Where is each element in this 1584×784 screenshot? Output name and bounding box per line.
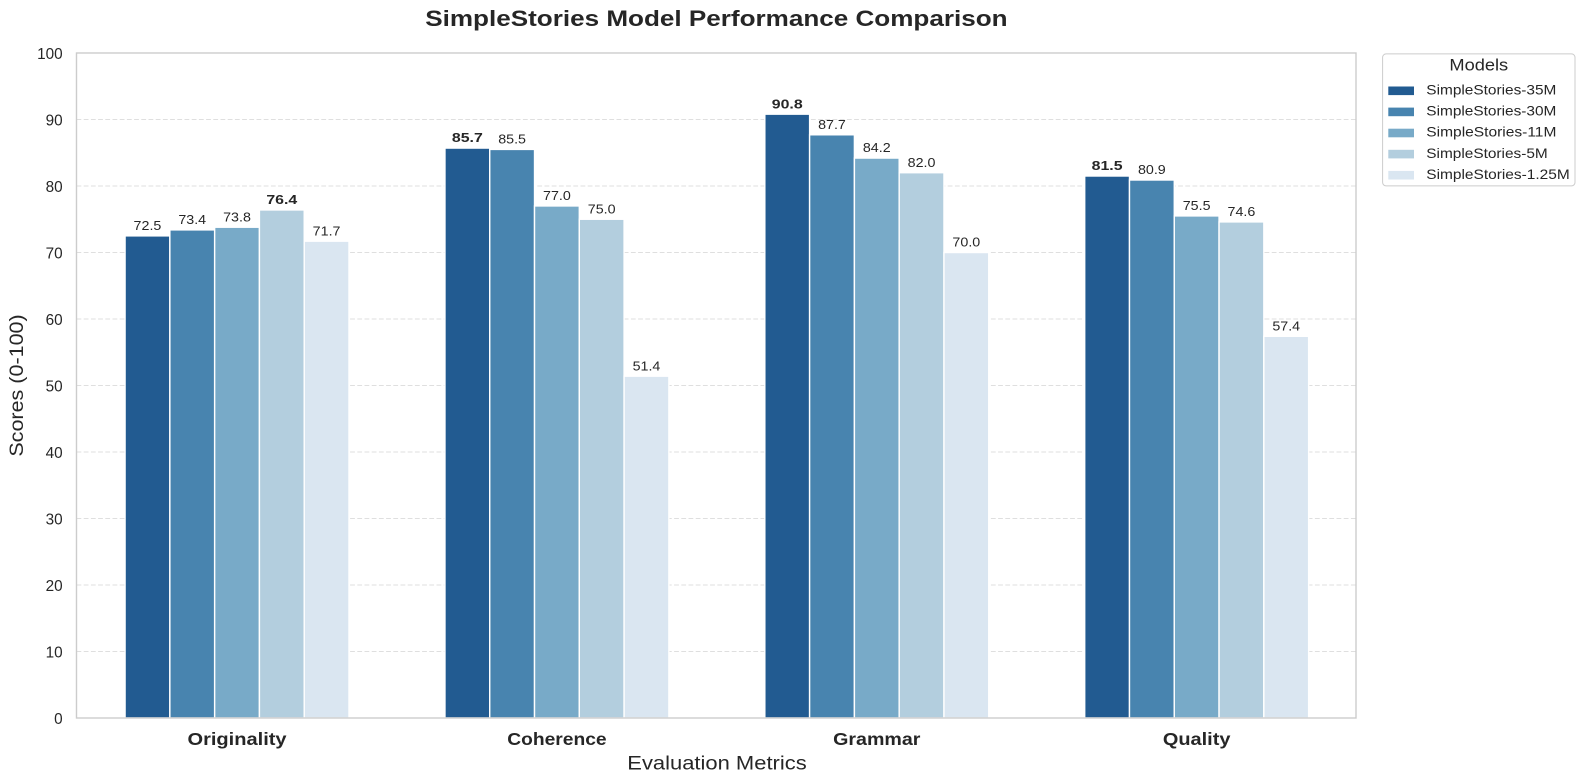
- svg-text:10: 10: [46, 644, 63, 661]
- svg-text:73.8: 73.8: [223, 210, 251, 224]
- svg-text:81.5: 81.5: [1092, 159, 1123, 173]
- svg-text:90.8: 90.8: [772, 97, 803, 111]
- svg-text:85.7: 85.7: [452, 131, 483, 145]
- svg-text:75.5: 75.5: [1183, 199, 1211, 213]
- svg-text:57.4: 57.4: [1272, 319, 1300, 333]
- svg-text:Evaluation Metrics: Evaluation Metrics: [627, 752, 807, 774]
- svg-text:30: 30: [46, 511, 63, 528]
- svg-text:80.9: 80.9: [1138, 163, 1166, 177]
- svg-text:77.0: 77.0: [543, 189, 571, 203]
- svg-text:76.4: 76.4: [266, 193, 297, 207]
- svg-text:75.0: 75.0: [588, 202, 616, 216]
- svg-text:20: 20: [46, 578, 63, 595]
- svg-text:Grammar: Grammar: [833, 729, 921, 749]
- svg-text:50: 50: [46, 378, 63, 395]
- svg-text:85.5: 85.5: [498, 133, 526, 147]
- svg-text:60: 60: [46, 312, 63, 329]
- svg-text:82.0: 82.0: [908, 156, 936, 170]
- svg-text:0: 0: [54, 711, 63, 728]
- svg-text:90: 90: [46, 112, 63, 129]
- svg-text:Models: Models: [1449, 55, 1508, 74]
- svg-text:80: 80: [46, 179, 63, 196]
- svg-text:SimpleStories-5M: SimpleStories-5M: [1426, 145, 1547, 161]
- svg-text:SimpleStories-30M: SimpleStories-30M: [1426, 103, 1556, 119]
- svg-text:72.5: 72.5: [134, 219, 162, 233]
- svg-text:74.6: 74.6: [1228, 205, 1256, 219]
- svg-text:71.7: 71.7: [313, 224, 341, 238]
- svg-text:SimpleStories-11M: SimpleStories-11M: [1426, 124, 1556, 140]
- svg-text:SimpleStories-35M: SimpleStories-35M: [1426, 82, 1556, 98]
- svg-text:40: 40: [46, 445, 63, 462]
- svg-text:SimpleStories-1.25M: SimpleStories-1.25M: [1426, 166, 1569, 182]
- svg-text:84.2: 84.2: [863, 141, 891, 155]
- svg-text:51.4: 51.4: [633, 359, 661, 373]
- svg-text:Scores (0-100): Scores (0-100): [6, 314, 28, 456]
- svg-text:SimpleStories Model Performanc: SimpleStories Model Performance Comparis…: [425, 6, 1007, 31]
- svg-text:100: 100: [37, 46, 63, 63]
- svg-text:70: 70: [46, 245, 63, 262]
- svg-text:Coherence: Coherence: [507, 729, 606, 749]
- svg-text:87.7: 87.7: [818, 118, 846, 132]
- svg-text:Originality: Originality: [187, 729, 287, 749]
- svg-text:73.4: 73.4: [178, 213, 206, 227]
- svg-text:70.0: 70.0: [952, 236, 980, 250]
- svg-text:Quality: Quality: [1163, 729, 1231, 749]
